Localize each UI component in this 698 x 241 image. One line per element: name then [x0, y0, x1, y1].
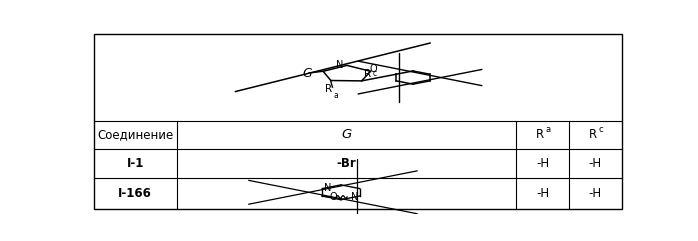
Text: -H: -H: [588, 157, 602, 170]
Text: R: R: [364, 69, 371, 79]
Text: R: R: [589, 128, 597, 141]
Text: -H: -H: [536, 187, 549, 200]
Text: -H: -H: [536, 157, 549, 170]
Text: N: N: [324, 183, 332, 193]
Text: a: a: [333, 91, 338, 100]
Text: G: G: [302, 67, 312, 80]
Text: N: N: [350, 192, 358, 202]
Text: R: R: [536, 128, 544, 141]
Text: c: c: [598, 125, 602, 134]
Text: G: G: [341, 128, 352, 141]
Text: c: c: [373, 69, 377, 78]
Text: -Br: -Br: [336, 157, 356, 170]
Text: O: O: [369, 64, 377, 74]
Text: N: N: [336, 60, 343, 70]
Text: a: a: [545, 125, 550, 134]
Text: I-166: I-166: [118, 187, 152, 200]
Text: -H: -H: [588, 187, 602, 200]
Text: O: O: [329, 192, 337, 202]
Text: I-1: I-1: [126, 157, 144, 170]
Text: R: R: [325, 84, 332, 94]
Text: Соединение: Соединение: [97, 128, 173, 141]
